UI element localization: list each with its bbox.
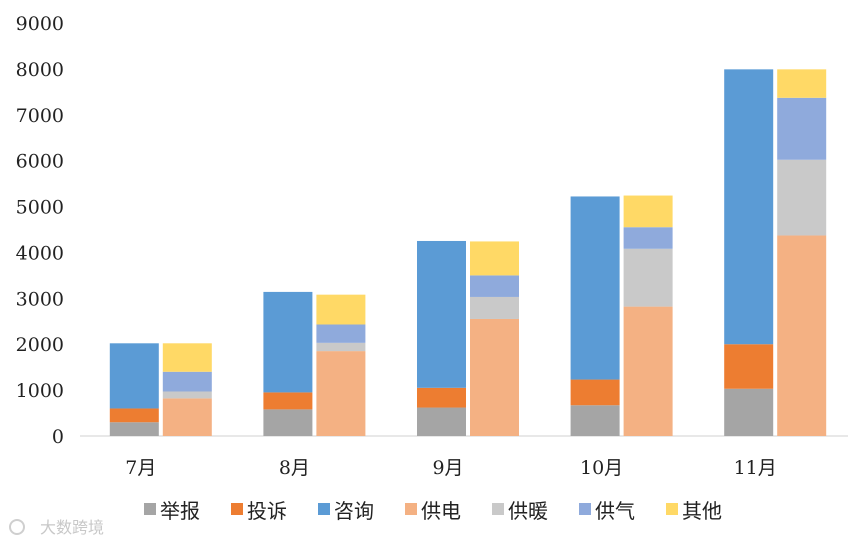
legend-label: 供气 [595, 499, 635, 523]
bar-segment-投诉-8月 [263, 392, 313, 410]
bar-segment-咨询-7月 [109, 343, 159, 409]
y-tick-label: 1000 [16, 380, 64, 402]
bar-segment-供电-10月 [623, 306, 673, 436]
y-tick-label: 2000 [16, 334, 64, 356]
watermark-text: 大数跨境 [40, 518, 104, 537]
legend-swatch-供电 [405, 503, 417, 515]
legend-swatch-咨询 [318, 503, 330, 515]
bar-segment-投诉-9月 [417, 387, 466, 408]
bar-segment-供暖-10月 [623, 248, 673, 307]
watermark-logo-icon [9, 519, 25, 535]
x-tick-label: 7月 [125, 457, 156, 479]
x-tick-label: 9月 [432, 457, 463, 479]
bar-segment-供气-8月 [316, 324, 366, 343]
bar-segment-供气-10月 [623, 227, 673, 249]
x-tick-label: 10月 [580, 457, 623, 479]
y-tick-label: 8000 [16, 59, 64, 81]
bar-segment-其他-10月 [623, 195, 673, 228]
watermark: 大数跨境 [9, 518, 104, 537]
legend-swatch-投诉 [231, 503, 243, 515]
bar-segment-供气-11月 [777, 97, 827, 160]
y-tick-label: 3000 [16, 288, 64, 310]
bar-segment-投诉-10月 [570, 379, 620, 406]
x-tick-label: 11月 [734, 457, 777, 479]
legend-label: 咨询 [334, 499, 374, 523]
bar-segment-供电-8月 [316, 351, 366, 436]
bar-segment-供暖-7月 [162, 391, 212, 399]
y-tick-label: 4000 [16, 242, 64, 264]
bar-segment-举报-11月 [724, 388, 774, 436]
legend-swatch-举报 [144, 503, 156, 515]
bar-segment-举报-9月 [417, 407, 466, 436]
y-tick-label: 6000 [16, 151, 64, 173]
bar-segment-其他-7月 [162, 343, 212, 372]
bar-segment-供电-11月 [777, 235, 827, 436]
y-tick-label: 5000 [16, 197, 64, 219]
y-tick-label: 9000 [16, 13, 64, 35]
x-axis-categories: 7月 8月 9月 10月 11月 [125, 457, 777, 479]
bar-segment-咨询-11月 [724, 69, 774, 345]
bar-segment-供气-7月 [162, 371, 212, 392]
bar-segment-供暖-9月 [470, 296, 519, 319]
bar-segment-投诉-7月 [109, 408, 159, 423]
y-axis-ticks: 0 1000 2000 3000 4000 5000 6000 7000 8000 9000 [16, 13, 64, 448]
y-tick-label: 0 [52, 426, 64, 448]
legend-swatch-其他 [666, 503, 678, 515]
bar-segment-供暖-11月 [777, 159, 827, 236]
legend-label: 供暖 [508, 499, 548, 523]
legend-label: 其他 [682, 499, 722, 523]
x-tick-label: 8月 [279, 457, 310, 479]
bar-segment-供气-9月 [470, 275, 519, 297]
bars [109, 69, 827, 436]
bar-segment-供暖-8月 [316, 342, 366, 352]
bar-segment-其他-8月 [316, 294, 366, 325]
bar-segment-咨询-9月 [417, 240, 466, 388]
bar-segment-其他-9月 [470, 241, 519, 276]
y-tick-label: 7000 [16, 105, 64, 127]
bar-segment-供电-7月 [162, 398, 212, 436]
legend-label: 投诉 [247, 499, 287, 523]
legend-label: 举报 [160, 499, 200, 523]
legend-label: 供电 [421, 499, 461, 523]
bar-segment-举报-8月 [263, 409, 313, 436]
legend: 举报 投诉 咨询 供电 供暖 供气 其他 [144, 499, 722, 523]
bar-segment-供电-9月 [470, 318, 519, 436]
bar-segment-咨询-10月 [570, 196, 620, 380]
bar-segment-其他-11月 [777, 69, 827, 98]
bar-segment-咨询-8月 [263, 291, 313, 393]
legend-swatch-供气 [579, 503, 591, 515]
legend-swatch-供暖 [492, 503, 504, 515]
bar-segment-举报-7月 [109, 422, 159, 436]
bar-segment-投诉-11月 [724, 344, 774, 389]
bar-segment-举报-10月 [570, 405, 620, 436]
